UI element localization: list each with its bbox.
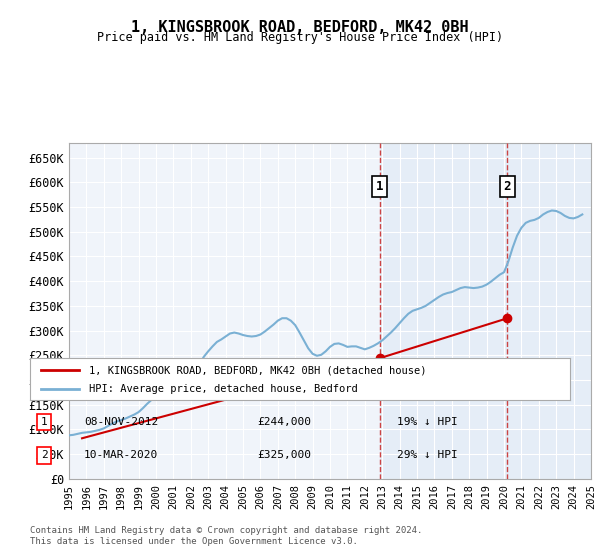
Text: Price paid vs. HM Land Registry's House Price Index (HPI): Price paid vs. HM Land Registry's House … — [97, 31, 503, 44]
Text: 1, KINGSBROOK ROAD, BEDFORD, MK42 0BH (detached house): 1, KINGSBROOK ROAD, BEDFORD, MK42 0BH (d… — [89, 365, 427, 375]
Bar — [508, 143, 591, 479]
Text: £325,000: £325,000 — [257, 450, 311, 460]
Text: 1: 1 — [41, 417, 47, 427]
Text: 1, KINGSBROOK ROAD, BEDFORD, MK42 0BH: 1, KINGSBROOK ROAD, BEDFORD, MK42 0BH — [131, 20, 469, 35]
Text: Contains HM Land Registry data © Crown copyright and database right 2024.
This d: Contains HM Land Registry data © Crown c… — [30, 526, 422, 546]
Text: 2: 2 — [504, 180, 511, 193]
Text: HPI: Average price, detached house, Bedford: HPI: Average price, detached house, Bedf… — [89, 384, 358, 394]
Bar — [380, 143, 508, 479]
Text: 19% ↓ HPI: 19% ↓ HPI — [397, 417, 458, 427]
Text: 1: 1 — [376, 180, 383, 193]
Text: 08-NOV-2012: 08-NOV-2012 — [84, 417, 158, 427]
Text: 29% ↓ HPI: 29% ↓ HPI — [397, 450, 458, 460]
Text: 10-MAR-2020: 10-MAR-2020 — [84, 450, 158, 460]
Text: 2: 2 — [41, 450, 47, 460]
Text: £244,000: £244,000 — [257, 417, 311, 427]
